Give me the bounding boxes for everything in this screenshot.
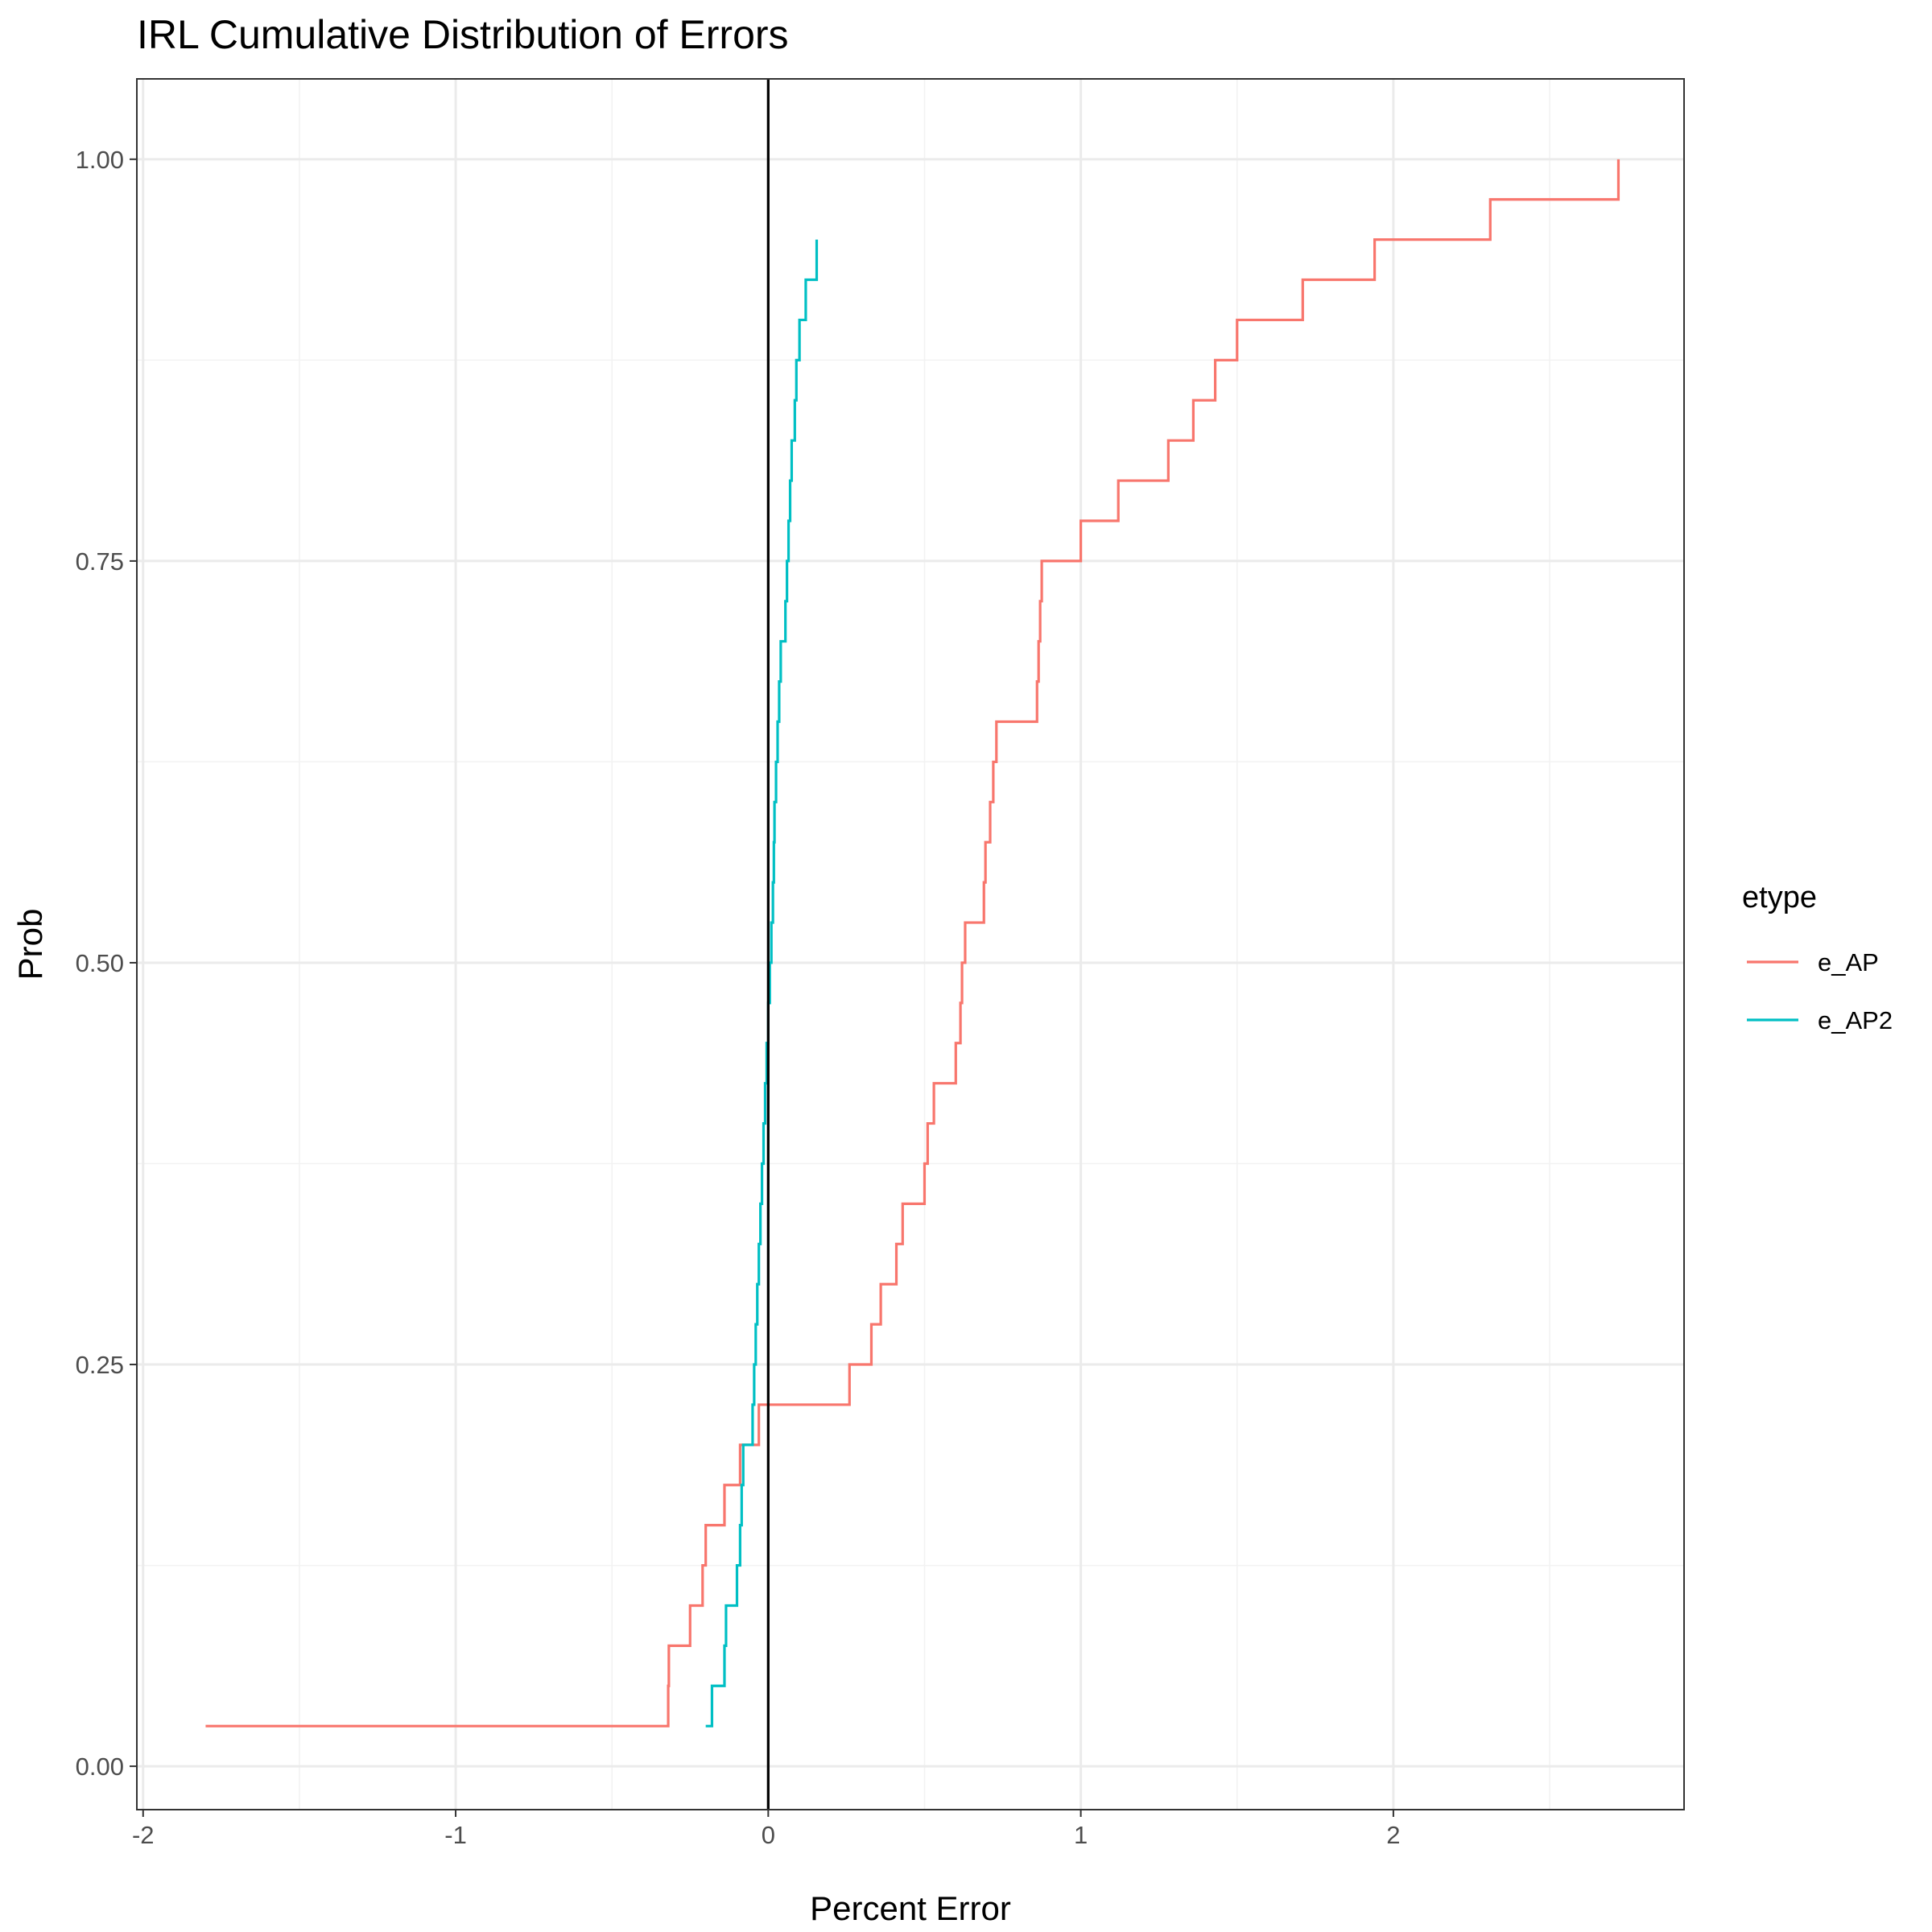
legend: etype e_AP e_AP2: [1742, 881, 1893, 1034]
x-tick-label: 2: [1386, 1821, 1400, 1849]
y-axis: 0.00 0.25 0.50 0.75 1.00: [76, 146, 137, 1781]
grid-minor: [137, 79, 1684, 1810]
x-axis: -2 -1 0 1 2: [132, 1810, 1401, 1849]
plot-area: [136, 78, 1685, 1810]
series-line-e_AP2: [705, 239, 819, 1728]
legend-items: e_AP e_AP2: [1747, 948, 1893, 1034]
x-axis-title: Percent Error: [810, 1889, 1011, 1927]
y-tick-label: 1.00: [76, 146, 124, 174]
x-tick-label: -1: [444, 1821, 467, 1849]
x-tick-label: 1: [1074, 1821, 1088, 1849]
series-layer: [205, 159, 1620, 1728]
y-tick-label: 0.25: [76, 1351, 124, 1379]
legend-label-e_AP: e_AP: [1818, 948, 1879, 976]
y-tick-label: 0.75: [76, 547, 124, 576]
y-tick-label: 0.50: [76, 949, 124, 977]
series-line-e_AP: [205, 159, 1620, 1728]
y-axis-title: Prob: [11, 909, 49, 980]
y-tick-label: 0.00: [76, 1752, 124, 1781]
legend-label-e_AP2: e_AP2: [1818, 1006, 1893, 1034]
grid-major: [137, 79, 1684, 1810]
chart-title: IRL Cumulative Distribution of Errors: [137, 12, 789, 57]
legend-title: etype: [1742, 881, 1817, 914]
x-tick-label: -2: [132, 1821, 155, 1849]
x-tick-label: 0: [762, 1821, 775, 1849]
panel-border: [136, 78, 1685, 1810]
panel-background: [137, 79, 1684, 1810]
